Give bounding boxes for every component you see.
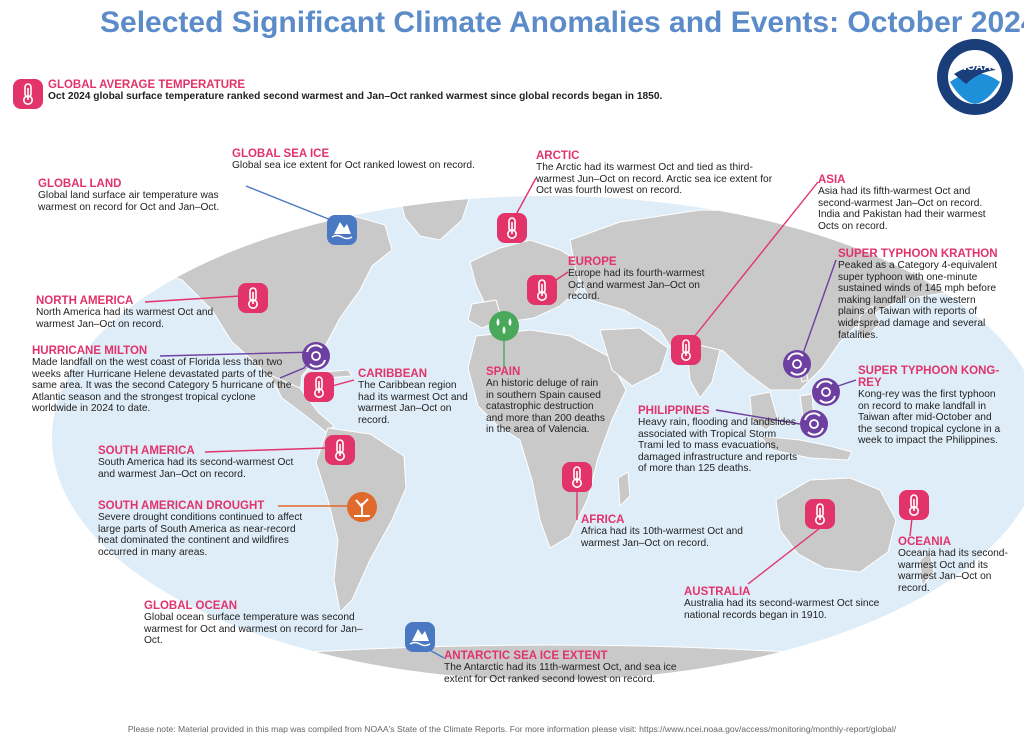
global-temperature-heading: GLOBAL AVERAGE TEMPERATURE [48,79,245,91]
rain-drops-icon [489,311,519,341]
caribbean-text: The Caribbean region had its warmest Oct… [358,380,468,426]
hurricane-milton-icon [301,341,331,371]
antarctic-text: The Antarctic had its 11th-warmest Oct, … [444,662,677,685]
global-temperature-text: Oct 2024 global surface temperature rank… [48,91,663,102]
north-america-thermometer-icon [237,282,269,314]
super-typhoon-krathon-annotation: SUPER TYPHOON KRATHON Peaked as a Catego… [838,248,998,341]
south-america-thermometer-icon [324,434,356,466]
philippines-hurricane-icon [799,409,829,439]
spain-annotation: SPAIN An historic deluge of rain in sout… [486,366,608,436]
global-sea-ice-text: Global sea ice extent for Oct ranked low… [232,160,475,171]
south-america-heading: SOUTH AMERICA [98,445,195,457]
super-typhoon-kong-rey-annotation: SUPER TYPHOON KONG-REY Kong-rey was the … [858,365,1003,447]
north-america-heading: NORTH AMERICA [36,295,134,307]
antarctic-heading: ANTARCTIC SEA ICE EXTENT [444,650,608,662]
europe-thermometer-icon [526,274,558,306]
hurricane-milton-heading: HURRICANE MILTON [32,345,148,357]
global-ocean-heading: GLOBAL OCEAN [144,600,238,612]
global-ocean-text: Global ocean surface temperature was sec… [144,612,363,647]
global-sea-ice-icon [326,214,358,246]
africa-text: Africa had its 10th-warmest Oct and warm… [581,526,743,549]
noaa-logo: NOAA [937,39,1013,115]
kong-rey-heading: SUPER TYPHOON KONG-REY [858,365,1000,389]
spain-heading: SPAIN [486,366,521,378]
south-american-drought-annotation: SOUTH AMERICAN DROUGHT Severe drought co… [98,500,308,558]
krathon-text: Peaked as a Category 4-equivalent super … [838,260,998,341]
footer-note: Please note: Material provided in this m… [127,724,897,734]
asia-annotation: ASIA Asia had its fifth-warmest Oct and … [818,174,998,232]
oceania-annotation: OCEANIA Oceania had its second-warmest O… [898,536,1008,594]
philippines-text: Heavy rain, flooding and landslides asso… [638,417,798,475]
asia-thermometer-icon [670,334,702,366]
europe-annotation: EUROPE Europe had its fourth-warmest Oct… [568,256,713,303]
asia-text: Asia had its fifth-warmest Oct and secon… [818,186,986,232]
global-land-heading: GLOBAL LAND [38,178,122,190]
krathon-hurricane-icon [782,349,812,379]
drought-heading: SOUTH AMERICAN DROUGHT [98,500,265,512]
kong-rey-text: Kong-rey was the first typhoon on record… [858,389,1001,447]
africa-annotation: AFRICA Africa had its 10th-warmest Oct a… [581,514,751,549]
australia-text: Australia had its second-warmest Oct sin… [684,598,880,621]
kong-rey-hurricane-icon [811,377,841,407]
australia-thermometer-icon [804,498,836,530]
asia-heading: ASIA [818,174,846,186]
africa-heading: AFRICA [581,514,625,526]
global-ocean-annotation: GLOBAL OCEAN Global ocean surface temper… [144,600,364,647]
global-land-annotation: GLOBAL LAND Global land surface air temp… [38,178,238,213]
south-america-text: South America had its second-warmest Oct… [98,457,294,480]
krathon-heading: SUPER TYPHOON KRATHON [838,248,998,260]
antarctic-sea-ice-icon [404,621,436,653]
oceania-thermometer-icon [898,489,930,521]
africa-thermometer-icon [561,461,593,493]
drought-text: Severe drought conditions continued to a… [98,512,303,558]
philippines-annotation: PHILIPPINES Heavy rain, flooding and lan… [638,405,798,475]
south-america-annotation: SOUTH AMERICA South America had its seco… [98,445,298,480]
australia-annotation: AUSTRALIA Australia had its second-warme… [684,586,894,621]
noaa-logo-text: NOAA [959,61,991,73]
spain-text: An historic deluge of rain in southern S… [486,378,605,436]
caribbean-thermometer-icon [303,371,335,403]
north-america-annotation: NORTH AMERICA North America had its warm… [36,295,236,330]
arctic-annotation: ARCTIC The Arctic had its warmest Oct an… [536,150,776,197]
drought-icon [347,492,377,522]
page-title: Selected Significant Climate Anomalies a… [100,6,1024,39]
arctic-thermometer-icon [496,212,528,244]
caribbean-annotation: CARIBBEAN The Caribbean region had its w… [358,368,473,426]
philippines-heading: PHILIPPINES [638,405,710,417]
australia-heading: AUSTRALIA [684,586,751,598]
global-average-temperature: GLOBAL AVERAGE TEMPERATURE Oct 2024 glob… [48,79,748,103]
europe-text: Europe had its fourth-warmest Oct and wa… [568,268,705,303]
oceania-heading: OCEANIA [898,536,952,548]
arctic-text: The Arctic had its warmest Oct and tied … [536,162,773,197]
global-temperature-thermometer-icon [12,78,44,110]
global-sea-ice-heading: GLOBAL SEA ICE [232,148,330,160]
hurricane-milton-text: Made landfall on the west coast of Flori… [32,357,292,415]
global-sea-ice-annotation: GLOBAL SEA ICE Global sea ice extent for… [232,148,522,172]
global-land-text: Global land surface air temperature was … [38,190,220,213]
antarctic-sea-ice-annotation: ANTARCTIC SEA ICE EXTENT The Antarctic h… [444,650,684,685]
europe-heading: EUROPE [568,256,617,268]
north-america-text: North America had its warmest Oct and wa… [36,307,214,330]
caribbean-heading: CARIBBEAN [358,368,427,380]
arctic-heading: ARCTIC [536,150,580,162]
hurricane-milton-annotation: HURRICANE MILTON Made landfall on the we… [32,345,292,415]
oceania-text: Oceania had its second-warmest Oct and i… [898,548,1008,594]
